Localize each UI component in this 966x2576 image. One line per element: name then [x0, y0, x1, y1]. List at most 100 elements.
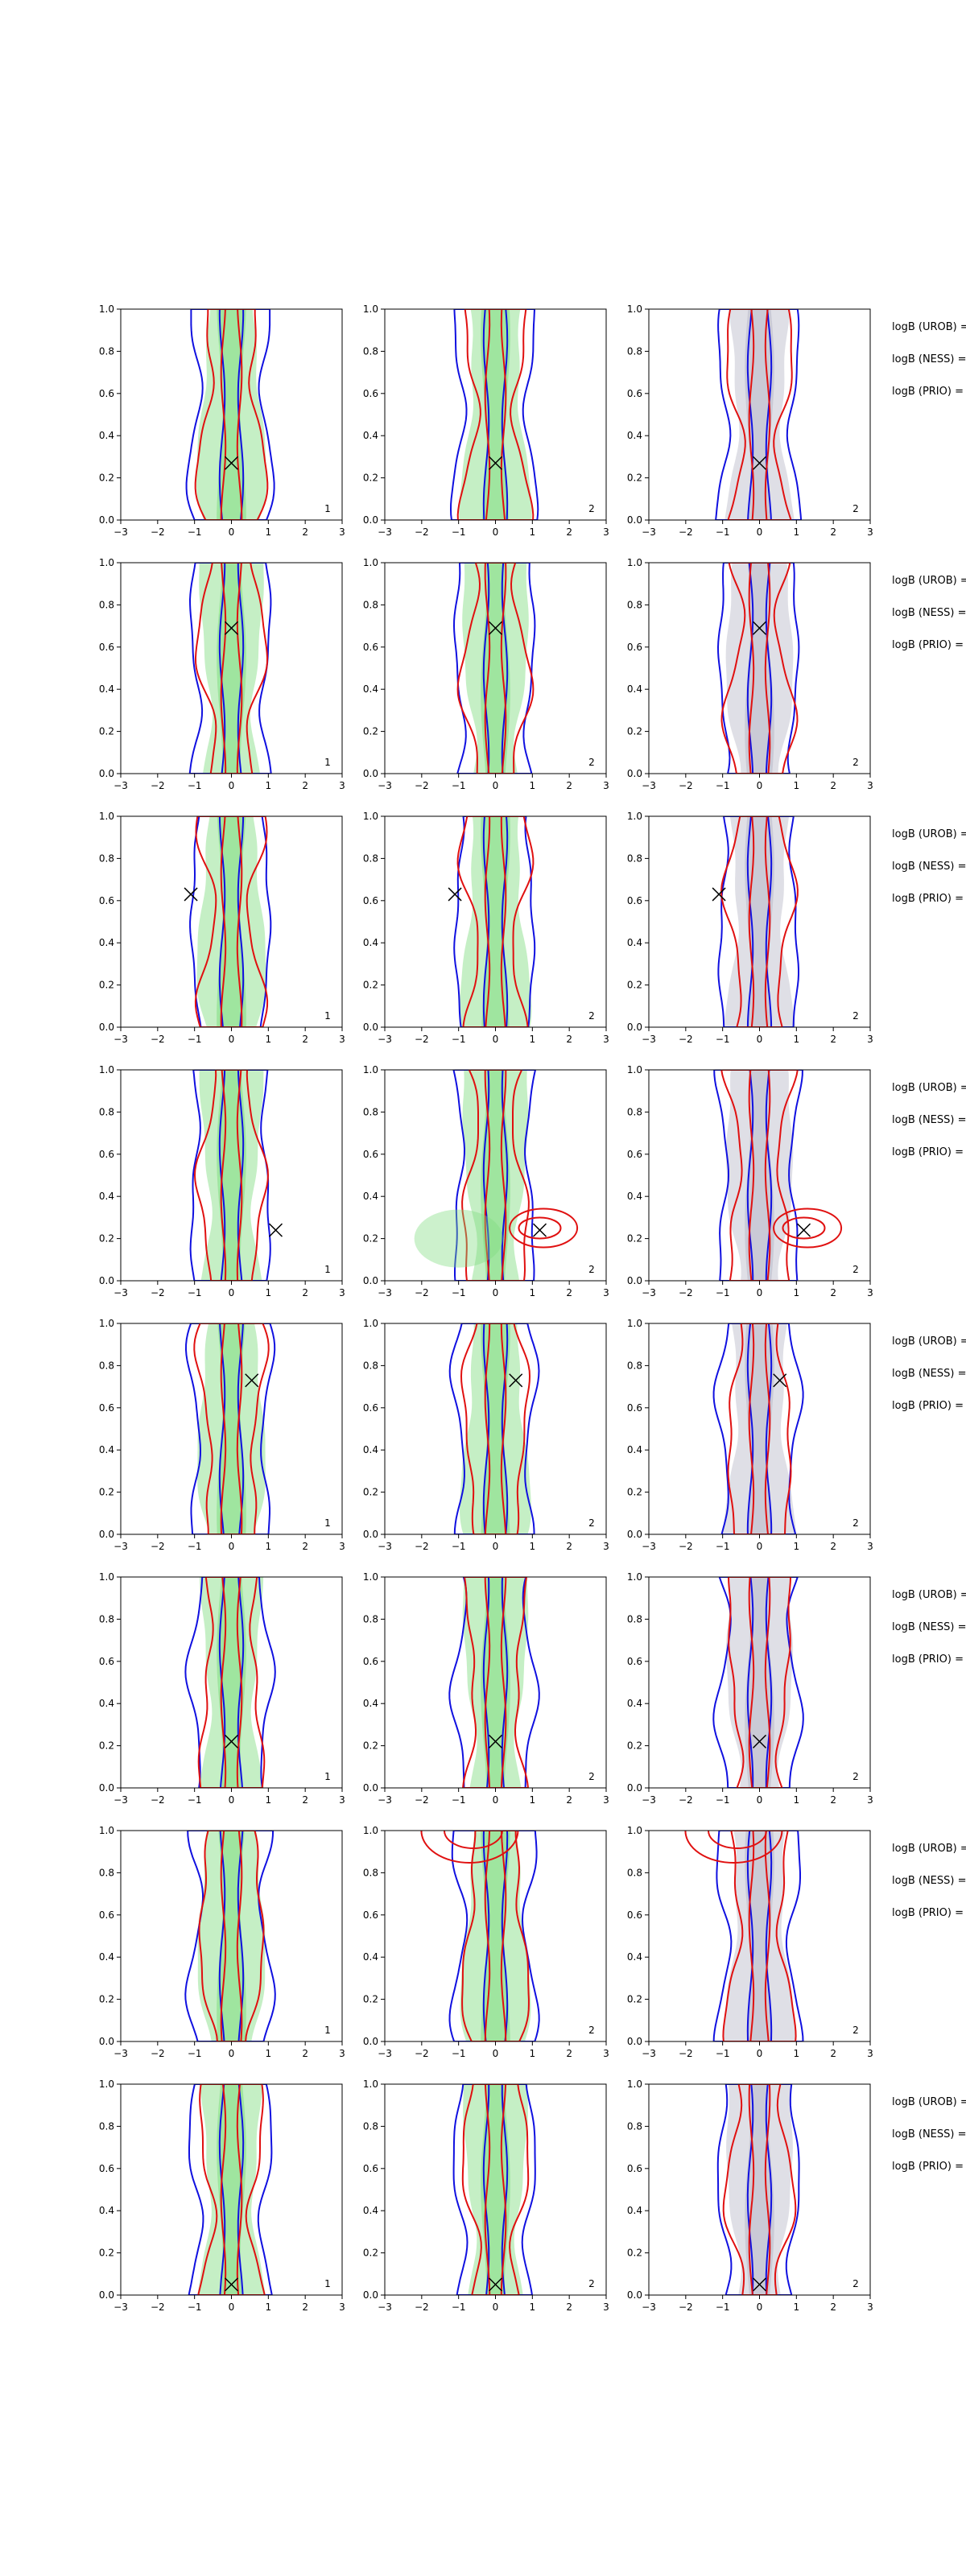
x-tick-label: 2 — [566, 1287, 572, 1298]
blue-contour-inner — [218, 1831, 245, 2041]
x-tick-label: 2 — [830, 2301, 836, 2313]
contour-panel: −3 −2 −1 0 1 2 3 0.0 0.2 0.4 0.6 0.8 1.0 1 — [99, 1318, 345, 1552]
x-tick-label: 0 — [757, 1034, 763, 1045]
x-tick-label: −1 — [716, 1541, 730, 1552]
x-tick-label: −1 — [452, 780, 466, 791]
contour-panel: −3 −2 −1 0 1 2 3 0.0 0.2 0.4 0.6 0.8 1.0 2 — [627, 1064, 873, 1298]
y-tick-label: 0.0 — [363, 514, 378, 526]
x-tick-label: 3 — [339, 780, 345, 791]
x-tick-label: −3 — [378, 2048, 392, 2059]
x-tick-label: 3 — [867, 1034, 873, 1045]
y-tick-label: 0.0 — [99, 2036, 114, 2047]
x-tick-label: 0 — [493, 2301, 499, 2313]
x-tick-label: −2 — [151, 526, 165, 538]
x-tick-label: 2 — [566, 1034, 572, 1045]
x-tick-label: −2 — [415, 780, 429, 791]
truth-marker — [752, 621, 767, 635]
y-tick-label: 0.6 — [99, 642, 114, 653]
x-tick-label: −1 — [188, 1541, 202, 1552]
x-tick-label: −2 — [679, 1034, 693, 1045]
contour-panel: −3 −2 −1 0 1 2 3 0.0 0.2 0.4 0.6 0.8 1.0 2 — [363, 1825, 609, 2059]
contour-panel: −3 −2 −1 0 1 2 3 0.0 0.2 0.4 0.6 0.8 1.0 2 — [627, 303, 873, 538]
contour-panel: −3 −2 −1 0 1 2 3 0.0 0.2 0.4 0.6 0.8 1.0 2 — [627, 557, 873, 791]
red-contour-inner — [484, 1577, 507, 1788]
blue-contour-outer — [712, 1831, 804, 2041]
row-annotation: logB (UROB) = — [892, 1082, 966, 1094]
x-tick-label: −1 — [452, 2301, 466, 2313]
truth-marker — [224, 456, 239, 470]
x-tick-label: −3 — [114, 780, 128, 791]
blue-contour-outer — [184, 1831, 276, 2041]
red-contour-inner — [220, 1831, 243, 2041]
y-tick-label: 0.8 — [363, 345, 378, 357]
blue-contour-inner — [218, 816, 245, 1027]
y-tick-label: 0.0 — [627, 768, 642, 779]
red-contour-inner — [484, 816, 507, 1027]
panel-label: 2 — [588, 1010, 595, 1022]
x-tick-label: 2 — [566, 1541, 572, 1552]
red-contour-inner — [748, 563, 771, 774]
x-tick-label: 3 — [339, 1034, 345, 1045]
x-tick-label: 0 — [229, 2301, 235, 2313]
row-annotation: logB (NESS) = — [892, 1114, 966, 1126]
x-tick-label: −3 — [642, 1287, 656, 1298]
x-tick-label: −1 — [716, 1794, 730, 1806]
plot-row: −3 −2 −1 0 1 2 3 0.0 0.2 0.4 0.6 0.8 1.0 1 −3 −2 −1 0 1 2 3 0… — [99, 1064, 966, 1298]
red-contour-outer — [193, 1070, 270, 1281]
x-tick-label: −1 — [452, 2048, 466, 2059]
x-tick-label: −3 — [378, 1541, 392, 1552]
red-contour-outer — [194, 563, 269, 774]
y-tick-label: 1.0 — [363, 2079, 378, 2090]
x-tick-label: −2 — [679, 1794, 693, 1806]
y-tick-label: 0.2 — [363, 2248, 378, 2259]
blue-contour-outer — [717, 816, 799, 1027]
x-tick-label: −1 — [716, 526, 730, 538]
y-tick-label: 0.8 — [99, 1106, 114, 1117]
x-tick-label: 2 — [302, 1034, 308, 1045]
x-tick-label: 1 — [794, 2301, 800, 2313]
density-fill-inner — [481, 1831, 510, 2041]
contour-panel: −3 −2 −1 0 1 2 3 0.0 0.2 0.4 0.6 0.8 1.0 2 — [627, 1318, 873, 1552]
x-tick-label: −2 — [151, 1794, 165, 1806]
panel-label: 2 — [588, 2278, 595, 2289]
x-tick-label: 1 — [266, 1794, 272, 1806]
x-tick-label: −1 — [452, 1287, 466, 1298]
row-annotation: logB (PRIO) = — [892, 1400, 964, 1412]
x-tick-label: 3 — [339, 2301, 345, 2313]
y-tick-label: 0.0 — [363, 2036, 378, 2047]
y-tick-label: 0.4 — [627, 2205, 642, 2216]
red-contour-inner — [220, 1323, 243, 1534]
truth-marker — [224, 1734, 239, 1748]
y-tick-label: 0.6 — [627, 388, 642, 399]
y-tick-label: 0.2 — [627, 726, 642, 737]
contour-panel: −3 −2 −1 0 1 2 3 0.0 0.2 0.4 0.6 0.8 1.0 2 — [363, 1571, 609, 1806]
red-contour-inner — [484, 563, 507, 774]
y-tick-label: 1.0 — [363, 557, 378, 568]
row-annotation: logB (NESS) = — [892, 353, 966, 365]
red-contour-outer — [461, 2084, 530, 2295]
y-tick-label: 1.0 — [99, 303, 114, 315]
x-tick-label: −2 — [151, 1287, 165, 1298]
x-tick-label: 1 — [266, 2048, 272, 2059]
contour-panel: −3 −2 −1 0 1 2 3 0.0 0.2 0.4 0.6 0.8 1.0 2 — [627, 1825, 873, 2059]
x-tick-label: 2 — [302, 1287, 308, 1298]
y-tick-label: 0.8 — [99, 852, 114, 864]
red-contour-outer — [197, 2084, 266, 2295]
y-tick-label: 0.6 — [363, 2163, 378, 2174]
truth-marker — [773, 1373, 787, 1388]
x-tick-label: −2 — [415, 1794, 429, 1806]
truth-marker — [184, 887, 198, 902]
row-annotation: logB (PRIO) = — [892, 1907, 964, 1919]
blue-contour-inner — [746, 563, 773, 774]
y-tick-label: 1.0 — [99, 1571, 114, 1583]
x-tick-label: −3 — [642, 2048, 656, 2059]
density-fill-inner — [481, 1323, 510, 1534]
y-tick-label: 0.8 — [627, 599, 642, 610]
x-tick-label: 0 — [493, 1794, 499, 1806]
row-annotation: logB (UROB) = — [892, 575, 966, 587]
y-tick-label: 0.6 — [99, 1656, 114, 1667]
panel-label: 2 — [852, 2025, 859, 2036]
plot-row: −3 −2 −1 0 1 2 3 0.0 0.2 0.4 0.6 0.8 1.0 1 −3 −2 −1 0 1 2 3 0… — [99, 1318, 966, 1552]
x-tick-label: −1 — [716, 1287, 730, 1298]
red-contour-outer — [194, 816, 269, 1027]
